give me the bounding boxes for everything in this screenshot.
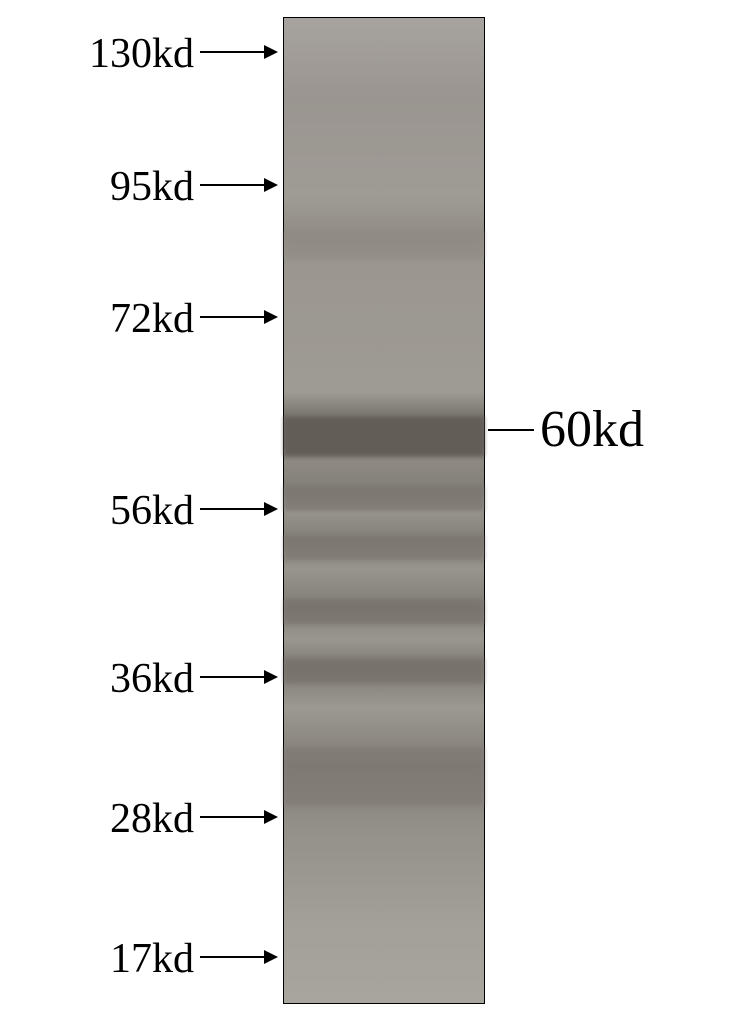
mw-marker-label: 17kd [110, 935, 194, 983]
mw-marker-left: 56kd [0, 487, 278, 535]
mw-marker-left: 130kd [0, 30, 278, 78]
mw-marker-left: 28kd [0, 795, 278, 843]
arrow-right-icon [200, 947, 278, 967]
arrow-wrap [200, 175, 278, 200]
target-band-60kd [284, 417, 484, 456]
arrow-right-icon [200, 667, 278, 687]
mw-marker-label: 95kd [110, 163, 194, 211]
smear-28kd [284, 747, 484, 806]
mw-marker-left: 72kd [0, 295, 278, 343]
mw-marker-label: 28kd [110, 795, 194, 843]
arrow-wrap [200, 42, 278, 67]
arrow-wrap [200, 307, 278, 332]
arrow-wrap [200, 947, 278, 972]
mw-marker-left: 95kd [0, 163, 278, 211]
arrow-wrap [200, 807, 278, 832]
blot-figure: 130kd 95kd 72kd 56kd 36kd 28kd 17kd 60kd [0, 0, 739, 1024]
mw-marker-left: 17kd [0, 935, 278, 983]
arrow-right-icon [200, 499, 278, 519]
target-tick-line [488, 429, 534, 431]
band-48kd [284, 535, 484, 560]
arrow-right-icon [200, 175, 278, 195]
band-52kd [284, 486, 484, 511]
mw-marker-label: 72kd [110, 295, 194, 343]
mw-marker-label: 56kd [110, 487, 194, 535]
mw-marker-label: 130kd [89, 30, 194, 78]
arrow-right-icon [200, 307, 278, 327]
arrow-right-icon [200, 42, 278, 62]
mw-marker-left: 36kd [0, 655, 278, 703]
mw-marker-label: 36kd [110, 655, 194, 703]
band-42kd [284, 599, 484, 624]
gel-lane [283, 17, 485, 1004]
arrow-wrap [200, 667, 278, 692]
target-band-label: 60kd [540, 400, 644, 459]
band-36kd [284, 658, 484, 683]
arrow-right-icon [200, 807, 278, 827]
arrow-wrap [200, 499, 278, 524]
faint-band-80kd [284, 230, 484, 260]
